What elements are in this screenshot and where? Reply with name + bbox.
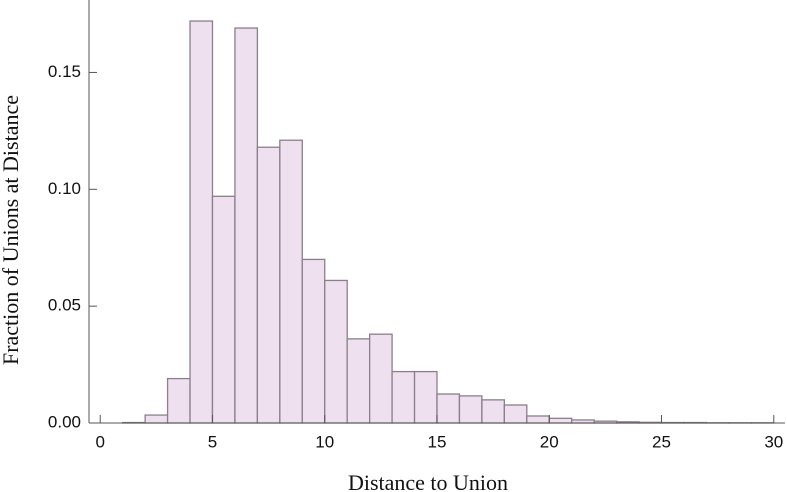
bar (211, 195, 236, 424)
bar (458, 395, 483, 424)
bar (144, 414, 169, 424)
bar (324, 279, 348, 424)
x-tick-label: 25 (652, 432, 671, 451)
x-tick-label: 30 (764, 432, 783, 451)
bar (189, 20, 214, 424)
x-tick-label: 5 (208, 432, 217, 451)
bar (234, 27, 259, 424)
bar (279, 139, 303, 424)
y-tick-label: 0.10 (48, 179, 81, 198)
bar (526, 415, 550, 424)
x-tick-label: 15 (428, 432, 447, 451)
bar (436, 393, 461, 424)
y-tick-label: 0.00 (48, 412, 81, 431)
x-tick-label: 10 (315, 432, 334, 451)
bar (301, 258, 326, 424)
bar (413, 370, 438, 424)
x-tick-label: 20 (540, 432, 559, 451)
bar (256, 146, 281, 424)
bar (503, 404, 528, 424)
bar (166, 377, 191, 424)
y-tick-label: 0.05 (48, 296, 81, 315)
y-tick-label: 0.15 (48, 62, 81, 81)
bar (346, 338, 371, 424)
bar (391, 370, 416, 424)
bar (548, 417, 573, 424)
y-axis-title: Fraction of Unions at Distance (0, 95, 23, 365)
x-axis-title: Distance to Union (348, 470, 508, 492)
bar (368, 333, 393, 424)
bar (481, 399, 506, 424)
x-tick-label: 0 (95, 432, 104, 451)
